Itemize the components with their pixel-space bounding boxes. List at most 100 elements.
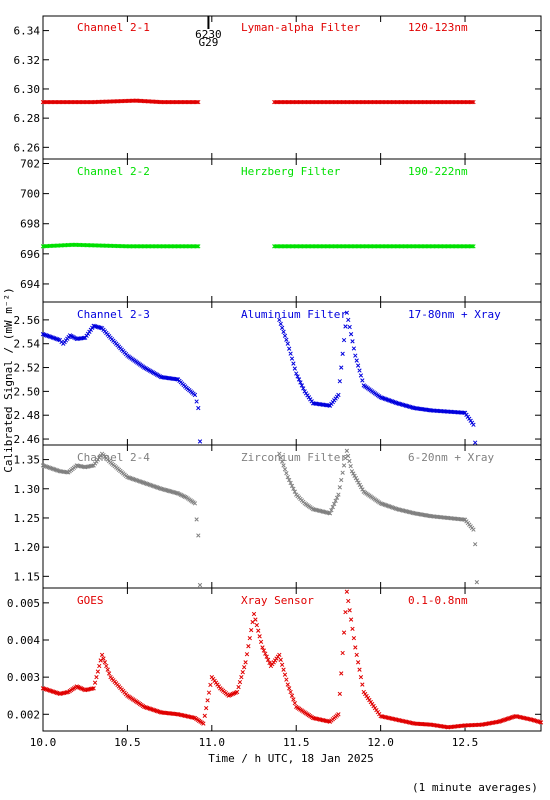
data-point [236, 684, 241, 690]
data-point [249, 627, 254, 633]
y-tick-label: 1.25 [14, 512, 41, 525]
data-point [206, 690, 212, 695]
footnote: (1 minute averages) [412, 781, 538, 794]
data-point [285, 474, 290, 480]
data-point [339, 671, 344, 676]
data-point [343, 324, 348, 329]
series-points [40, 98, 476, 105]
data-point [352, 473, 357, 478]
data-point [288, 480, 293, 486]
data-point [208, 682, 213, 688]
data-point [347, 324, 352, 330]
data-point [174, 377, 179, 382]
y-tick-label: 702 [20, 158, 40, 171]
data-point [351, 471, 356, 476]
y-tick-label: 6.28 [14, 112, 41, 125]
y-tick-label: 2.48 [14, 409, 41, 422]
data-point [288, 351, 293, 356]
data-point [327, 511, 333, 516]
data-point [196, 244, 201, 249]
data-point [197, 439, 203, 444]
data-point [356, 480, 361, 485]
data-point [284, 677, 289, 682]
data-point [194, 244, 200, 249]
data-point [281, 667, 286, 672]
y-tick-label: 6.32 [14, 54, 41, 67]
data-point [282, 467, 288, 472]
data-point [355, 478, 360, 483]
y-tick-label: 698 [20, 218, 40, 231]
panel-label: Lyman-alpha Filter [241, 21, 361, 34]
panel-frame [42, 158, 542, 303]
data-point [251, 611, 257, 617]
data-point [281, 329, 286, 334]
data-point [471, 99, 476, 105]
y-tick-label: 1.20 [14, 541, 41, 554]
data-point [538, 720, 544, 725]
panel-label: Aluminium Filter [241, 308, 347, 321]
data-point [97, 663, 102, 669]
panel-label: Channel 2-2 [77, 165, 150, 178]
y-axis-label: Calibrated Signal / (mW m⁻²) [2, 287, 15, 472]
panel-4: 1.151.201.251.301.35 Channel 2-4 Zirconium… [14, 444, 542, 589]
data-point [247, 635, 252, 641]
data-point [340, 470, 345, 475]
data-point [289, 483, 295, 489]
data-point [253, 617, 258, 622]
data-point [287, 346, 292, 351]
panel-frame [42, 587, 542, 732]
data-point [348, 464, 353, 469]
data-point [469, 244, 475, 249]
data-point [99, 652, 105, 658]
data-point [471, 422, 476, 427]
data-point [292, 366, 297, 371]
x-tick-label: 11.5 [283, 736, 310, 749]
panel-1: 6.26 6.28 6.30 6.32 6.34 Channel 2-1 Lyman-alp… [14, 15, 542, 160]
data-point [339, 477, 344, 483]
data-point [289, 693, 295, 698]
data-point [294, 371, 299, 376]
data-point [237, 679, 243, 685]
data-point [357, 368, 362, 373]
data-point [351, 346, 357, 351]
data-point [201, 721, 206, 726]
data-point [246, 644, 251, 649]
data-point [296, 377, 302, 382]
data-point [105, 667, 110, 672]
data-point [341, 463, 347, 468]
data-point [196, 99, 201, 105]
x-tick-label: 10.5 [114, 736, 141, 749]
data-point [299, 383, 305, 388]
data-point [353, 353, 358, 358]
data-point [292, 489, 297, 494]
panel-5: 0.002 0.003 0.004 0.005 GOES Xray Sensor 0.1-0… [7, 587, 544, 732]
data-point [277, 652, 282, 658]
data-point [355, 660, 361, 665]
data-point [204, 705, 209, 711]
data-point [347, 458, 352, 464]
data-point [348, 617, 354, 622]
panel-label: 120-123nm [408, 21, 468, 34]
y-tick-label: 0.005 [7, 597, 40, 610]
data-point [101, 656, 106, 661]
data-point [196, 533, 201, 538]
data-point [244, 652, 250, 657]
data-point [353, 645, 358, 650]
data-point [285, 341, 290, 346]
data-point [279, 325, 285, 330]
data-point [282, 333, 288, 338]
data-point [260, 645, 265, 650]
data-point [243, 660, 248, 665]
data-point [92, 680, 98, 685]
data-point [258, 639, 264, 645]
marker-label: G29 [198, 36, 218, 49]
data-point [354, 652, 359, 658]
panel-label: 190-222nm [408, 165, 468, 178]
data-point [194, 99, 200, 105]
data-point [351, 635, 357, 641]
data-point [471, 244, 476, 249]
data-point [329, 508, 334, 513]
data-point [340, 351, 345, 356]
x-tick-label: 12.0 [367, 736, 394, 749]
